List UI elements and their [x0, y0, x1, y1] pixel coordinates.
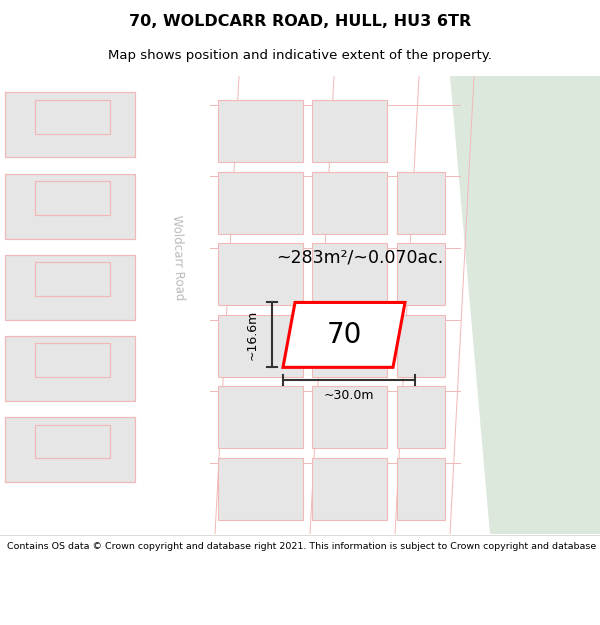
Bar [312, 172, 387, 234]
Bar [218, 315, 303, 377]
Text: ~30.0m: ~30.0m [324, 389, 374, 401]
Bar [218, 172, 303, 234]
Text: Woldcarr Road: Woldcarr Road [170, 214, 186, 301]
Bar [35, 262, 110, 296]
Bar [312, 243, 387, 305]
Bar [397, 243, 445, 305]
Bar [35, 344, 110, 377]
Text: ~283m²/~0.070ac.: ~283m²/~0.070ac. [277, 249, 443, 267]
Bar [312, 315, 387, 377]
Polygon shape [283, 302, 405, 368]
Bar [35, 424, 110, 458]
Text: 70, WOLDCARR ROAD, HULL, HU3 6TR: 70, WOLDCARR ROAD, HULL, HU3 6TR [129, 14, 471, 29]
Text: Contains OS data © Crown copyright and database right 2021. This information is : Contains OS data © Crown copyright and d… [7, 542, 600, 551]
Bar [312, 386, 387, 449]
Text: ~16.6m: ~16.6m [245, 310, 259, 360]
Bar [218, 458, 303, 520]
Bar [5, 92, 135, 158]
Bar [35, 100, 110, 134]
Bar [5, 336, 135, 401]
Text: Map shows position and indicative extent of the property.: Map shows position and indicative extent… [108, 49, 492, 62]
Bar [397, 315, 445, 377]
Polygon shape [450, 76, 600, 534]
Bar [5, 255, 135, 319]
Bar [312, 100, 387, 162]
Polygon shape [155, 76, 210, 534]
Bar [5, 174, 135, 239]
Bar [35, 181, 110, 214]
Bar [218, 243, 303, 305]
Bar [397, 172, 445, 234]
Bar [397, 458, 445, 520]
Bar [218, 386, 303, 449]
Bar [397, 386, 445, 449]
Bar [312, 458, 387, 520]
Bar [5, 417, 135, 482]
Bar [218, 100, 303, 162]
Text: 70: 70 [326, 321, 362, 349]
